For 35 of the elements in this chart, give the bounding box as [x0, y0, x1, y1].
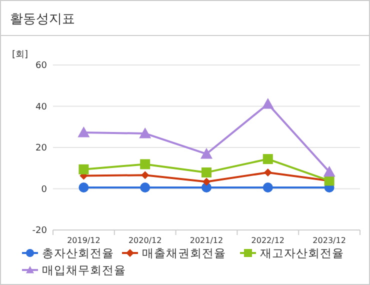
legend-item: 총자산회전율 [22, 246, 114, 260]
point [264, 168, 272, 176]
legend-item: 매입채무회전율 [22, 263, 126, 277]
x-tick-label: 2022/12 [251, 236, 285, 245]
y-tick-label: -20 [32, 226, 48, 236]
legend-label: 매출채권회전율 [142, 246, 226, 260]
point [78, 164, 89, 174]
x-tick-label: 2019/12 [67, 236, 100, 245]
point [140, 159, 150, 170]
point [202, 178, 210, 186]
y-axis-title: [회] [12, 50, 28, 60]
x-tick-label: 2023/12 [312, 236, 346, 245]
point [262, 154, 273, 164]
point [202, 167, 212, 178]
y-tick-label: 20 [36, 144, 48, 154]
point [78, 126, 90, 138]
legend-label: 매입채무회전율 [42, 263, 126, 277]
point [140, 182, 150, 193]
point [200, 148, 212, 159]
y-tick-label: 40 [36, 102, 48, 112]
legend-label: 재고자산회전율 [260, 246, 344, 260]
legend-item: 재고자산회전율 [240, 246, 344, 260]
y-tick-label: 0 [41, 184, 48, 195]
point [78, 182, 89, 193]
legend-label: 총자산회전율 [42, 246, 114, 260]
x-tick-label: 2021/12 [190, 236, 224, 245]
point [141, 171, 150, 180]
chart-title: 활동성지표 [10, 12, 75, 27]
y-tick-label: 60 [36, 61, 48, 71]
point [262, 98, 274, 109]
point [323, 166, 336, 177]
point [139, 127, 152, 138]
point [262, 182, 273, 193]
legend-item: 매출채권회전율 [122, 246, 226, 260]
x-tick-label: 2020/12 [128, 236, 162, 245]
